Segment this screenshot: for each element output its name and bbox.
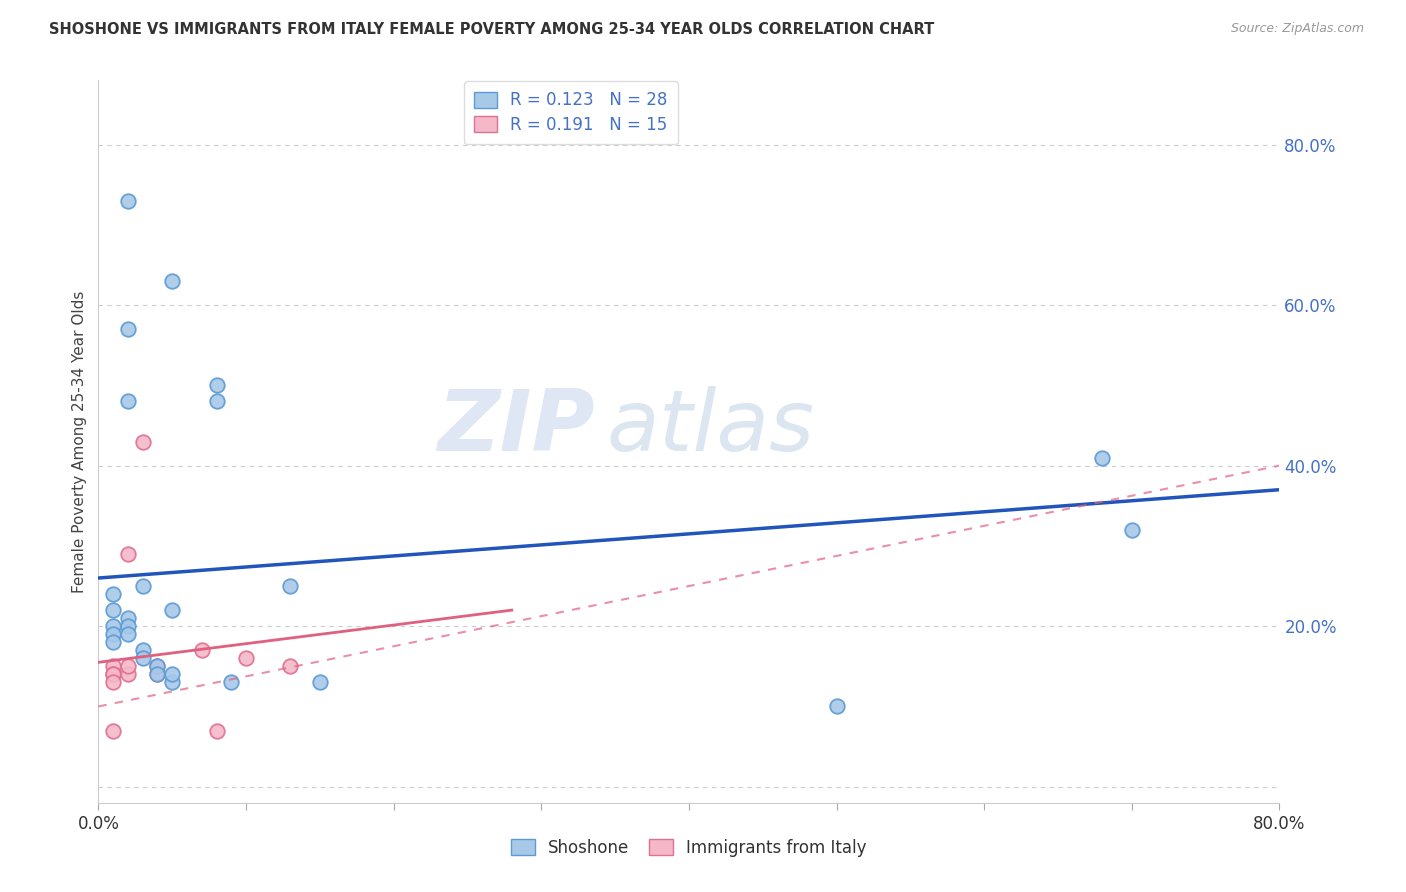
- Text: SHOSHONE VS IMMIGRANTS FROM ITALY FEMALE POVERTY AMONG 25-34 YEAR OLDS CORRELATI: SHOSHONE VS IMMIGRANTS FROM ITALY FEMALE…: [49, 22, 935, 37]
- Point: [191, 643, 214, 657]
- Point: [132, 434, 155, 449]
- Point: [146, 659, 169, 673]
- Point: [117, 394, 139, 409]
- Point: [221, 675, 243, 690]
- Point: [103, 675, 125, 690]
- Legend: Shoshone, Immigrants from Italy: Shoshone, Immigrants from Italy: [502, 829, 876, 867]
- Text: Source: ZipAtlas.com: Source: ZipAtlas.com: [1230, 22, 1364, 36]
- Text: atlas: atlas: [606, 385, 814, 468]
- Point: [162, 667, 183, 681]
- Point: [117, 194, 139, 208]
- Point: [146, 659, 169, 673]
- Point: [280, 579, 302, 593]
- Text: ZIP: ZIP: [437, 385, 595, 468]
- Point: [117, 547, 139, 561]
- Point: [132, 643, 155, 657]
- Point: [103, 723, 125, 738]
- Point: [162, 675, 183, 690]
- Point: [1121, 523, 1143, 537]
- Point: [146, 667, 169, 681]
- Point: [103, 635, 125, 649]
- Point: [162, 603, 183, 617]
- Point: [117, 667, 139, 681]
- Point: [117, 659, 139, 673]
- Point: [103, 587, 125, 601]
- Point: [117, 322, 139, 336]
- Point: [103, 659, 125, 673]
- Point: [132, 579, 155, 593]
- Point: [309, 675, 332, 690]
- Point: [205, 378, 228, 392]
- Point: [1091, 450, 1114, 465]
- Point: [205, 394, 228, 409]
- Point: [103, 667, 125, 681]
- Point: [117, 611, 139, 625]
- Point: [103, 667, 125, 681]
- Point: [117, 619, 139, 633]
- Point: [235, 651, 257, 665]
- Y-axis label: Female Poverty Among 25-34 Year Olds: Female Poverty Among 25-34 Year Olds: [72, 291, 87, 592]
- Point: [103, 627, 125, 641]
- Point: [117, 627, 139, 641]
- Point: [103, 619, 125, 633]
- Point: [103, 603, 125, 617]
- Point: [280, 659, 302, 673]
- Point: [162, 274, 183, 288]
- Point: [205, 723, 228, 738]
- Point: [146, 667, 169, 681]
- Point: [825, 699, 848, 714]
- Point: [132, 651, 155, 665]
